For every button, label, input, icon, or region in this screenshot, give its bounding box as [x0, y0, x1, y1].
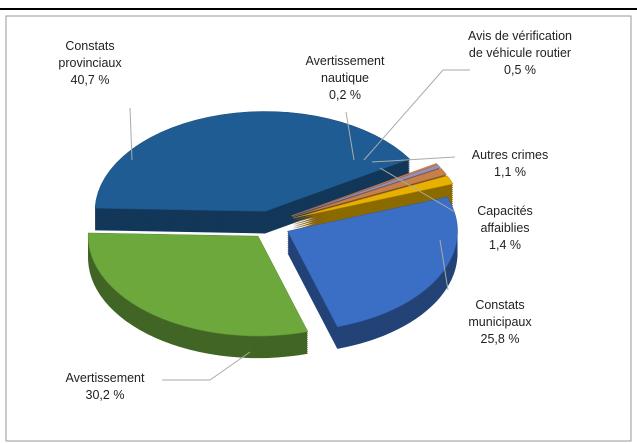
- leader-line: [371, 156, 456, 163]
- slice-label: Constats provinciaux 40,7 %: [30, 38, 150, 89]
- label-value: 1,1 %: [494, 165, 526, 179]
- leader-line: [129, 107, 133, 161]
- slice-label: Avertissement nautique 0,2 %: [280, 53, 410, 104]
- label-value: 1,4 %: [489, 238, 521, 252]
- pie: [87, 111, 458, 359]
- label-name: Constats municipaux: [468, 298, 532, 329]
- slice: [293, 175, 454, 219]
- slice: [94, 111, 411, 212]
- leader-line: [439, 239, 449, 291]
- label-value: 0,2 %: [329, 88, 361, 102]
- label-value: 25,8 %: [480, 332, 520, 346]
- label-name: Avertissement: [65, 371, 145, 385]
- slice-label: Avis de vérification de véhicule routier…: [455, 28, 585, 79]
- label-name: Capacités affaiblies: [477, 204, 533, 235]
- slice: [292, 168, 447, 218]
- slice: [291, 164, 441, 217]
- leader-line: [162, 351, 251, 381]
- slice-label: Capacités affaiblies 1,4 %: [455, 203, 555, 254]
- leader-lines: [129, 69, 470, 381]
- slice-label: Constats municipaux 25,8 %: [455, 297, 545, 348]
- label-value: 40,7 %: [70, 73, 110, 87]
- frame: [5, 15, 632, 442]
- slice: [87, 232, 309, 337]
- top-band: [0, 0, 637, 9]
- leader-line: [345, 111, 355, 161]
- slice: [291, 163, 439, 216]
- label-name: Avis de vérification de véhicule routier: [468, 29, 572, 60]
- slice: [287, 196, 458, 328]
- leader-line: [379, 167, 456, 213]
- label-name: Avertissement nautique: [305, 54, 385, 85]
- label-name: Autres crimes: [471, 148, 549, 162]
- slice-label: Avertissement 30,2 %: [50, 370, 160, 404]
- label-value: 0,5 %: [504, 63, 536, 77]
- leader-line: [363, 69, 470, 161]
- label-name: Constats provinciaux: [58, 39, 122, 70]
- label-value: 30,2 %: [85, 388, 125, 402]
- slice-label: Autres crimes 1,1 %: [455, 147, 565, 181]
